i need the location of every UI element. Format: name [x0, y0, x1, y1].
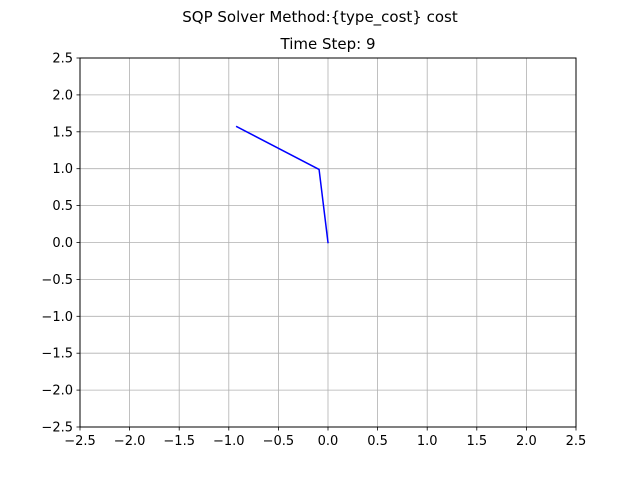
- y-axis: −2.5 −2.0 −1.5 −1.0 −0.5 0.0 0.5 1.0 1.5 2.0 2.5: [41, 52, 80, 436]
- series-layer: [235, 125, 329, 244]
- x-tick-label: −1.0: [213, 434, 245, 449]
- x-axis: −2.5 −2.0 −1.5 −1.0 −0.5 0.0 0.5 1.0 1.5 2.0 2.5: [64, 427, 586, 449]
- x-tick-label: −2.0: [114, 434, 146, 449]
- x-tick-label: 0.5: [367, 434, 388, 449]
- chart-title: Time Step: 9: [280, 35, 376, 53]
- series-line: [235, 125, 329, 244]
- chart-suptitle: SQP Solver Method:{type_cost} cost: [182, 8, 458, 27]
- x-tick-label: 1.5: [466, 434, 487, 449]
- y-tick-label: 0.5: [52, 199, 73, 214]
- y-tick-label: −2.0: [41, 384, 73, 399]
- x-tick-label: 2.5: [566, 434, 587, 449]
- y-tick-label: 2.0: [52, 88, 73, 103]
- y-tick-label: 2.5: [52, 52, 73, 67]
- y-tick-label: 1.5: [52, 125, 73, 140]
- x-tick-label: 2.0: [516, 434, 537, 449]
- y-tick-label: −1.5: [41, 347, 73, 362]
- x-tick-label: −2.5: [64, 434, 96, 449]
- y-tick-label: 0.0: [52, 236, 73, 251]
- x-tick-label: 0.0: [318, 434, 339, 449]
- x-tick-label: −0.5: [263, 434, 295, 449]
- y-tick-label: −0.5: [41, 273, 73, 288]
- x-tick-label: 1.0: [417, 434, 438, 449]
- y-tick-label: −2.5: [41, 421, 73, 436]
- y-tick-label: 1.0: [52, 162, 73, 177]
- x-tick-label: −1.5: [163, 434, 195, 449]
- y-tick-label: −1.0: [41, 310, 73, 325]
